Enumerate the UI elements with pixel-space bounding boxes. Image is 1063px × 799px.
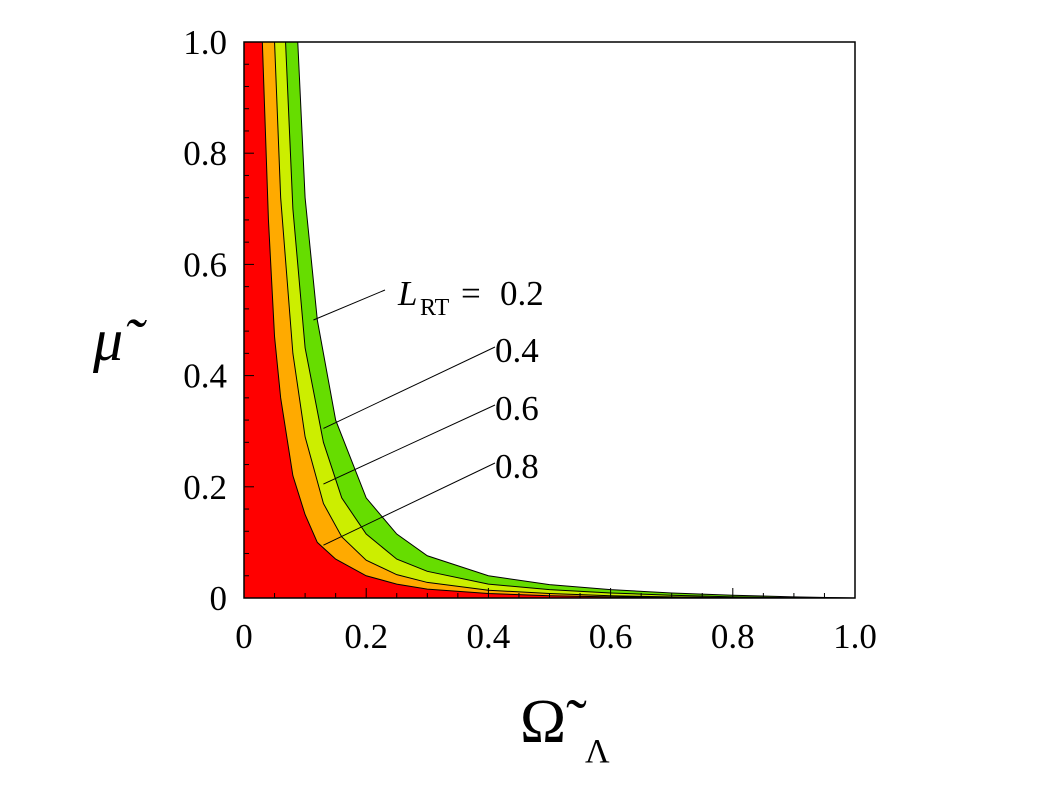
x-axis-label: Ω̃ Λ (520, 688, 610, 770)
curve-label-0.2: 0.2 (500, 274, 544, 313)
x-tick-label: 0.6 (589, 617, 633, 656)
axis-ticks (243, 41, 856, 599)
leader-line-0.6 (323, 404, 496, 485)
curve-label-0.4: 0.4 (495, 331, 539, 370)
curve-label-prefix: L (397, 274, 417, 313)
curve-label-0.6: 0.6 (495, 389, 539, 428)
region-0.8-core (244, 42, 855, 598)
x-axis-symbol: Ω̃ (520, 688, 587, 756)
curve-labels: 0.2 0.4 0.6 0.8 L RT = (313, 274, 544, 546)
y-tick-label: 0.2 (183, 468, 227, 507)
region-fills (244, 42, 855, 598)
curve-label-prefix-subscript: RT (420, 295, 450, 321)
contour-0.4 (285, 42, 855, 598)
x-tick-label: 0.8 (711, 617, 755, 656)
leader-line-0.8 (323, 462, 496, 546)
axis-tick-labels: 0 0.2 0.4 0.6 0.8 1.0 0 0.2 0.4 0.6 0.8 1.0 (183, 23, 877, 656)
y-axis-symbol: μ̃ (92, 307, 147, 373)
leader-line-0.4 (323, 346, 496, 429)
y-axis-label: μ̃ (92, 307, 147, 373)
x-tick-label: 0.2 (344, 617, 388, 656)
x-tick-label: 1.0 (833, 617, 877, 656)
y-tick-label: 0.8 (183, 134, 227, 173)
contour-0.6 (274, 42, 855, 598)
x-axis-subscript: Λ (585, 733, 610, 770)
y-tick-label: 1.0 (183, 23, 227, 62)
curve-label-equals: = (461, 274, 481, 313)
curve-label-0.8: 0.8 (495, 447, 539, 486)
y-tick-label: 0.6 (183, 245, 227, 284)
x-tick-label: 0.4 (467, 617, 511, 656)
contour-0.2 (297, 42, 855, 598)
y-tick-label: 0 (210, 579, 228, 618)
leader-line-0.2 (313, 289, 386, 321)
y-tick-label: 0.4 (183, 357, 227, 396)
x-tick-label: 0 (235, 617, 253, 656)
